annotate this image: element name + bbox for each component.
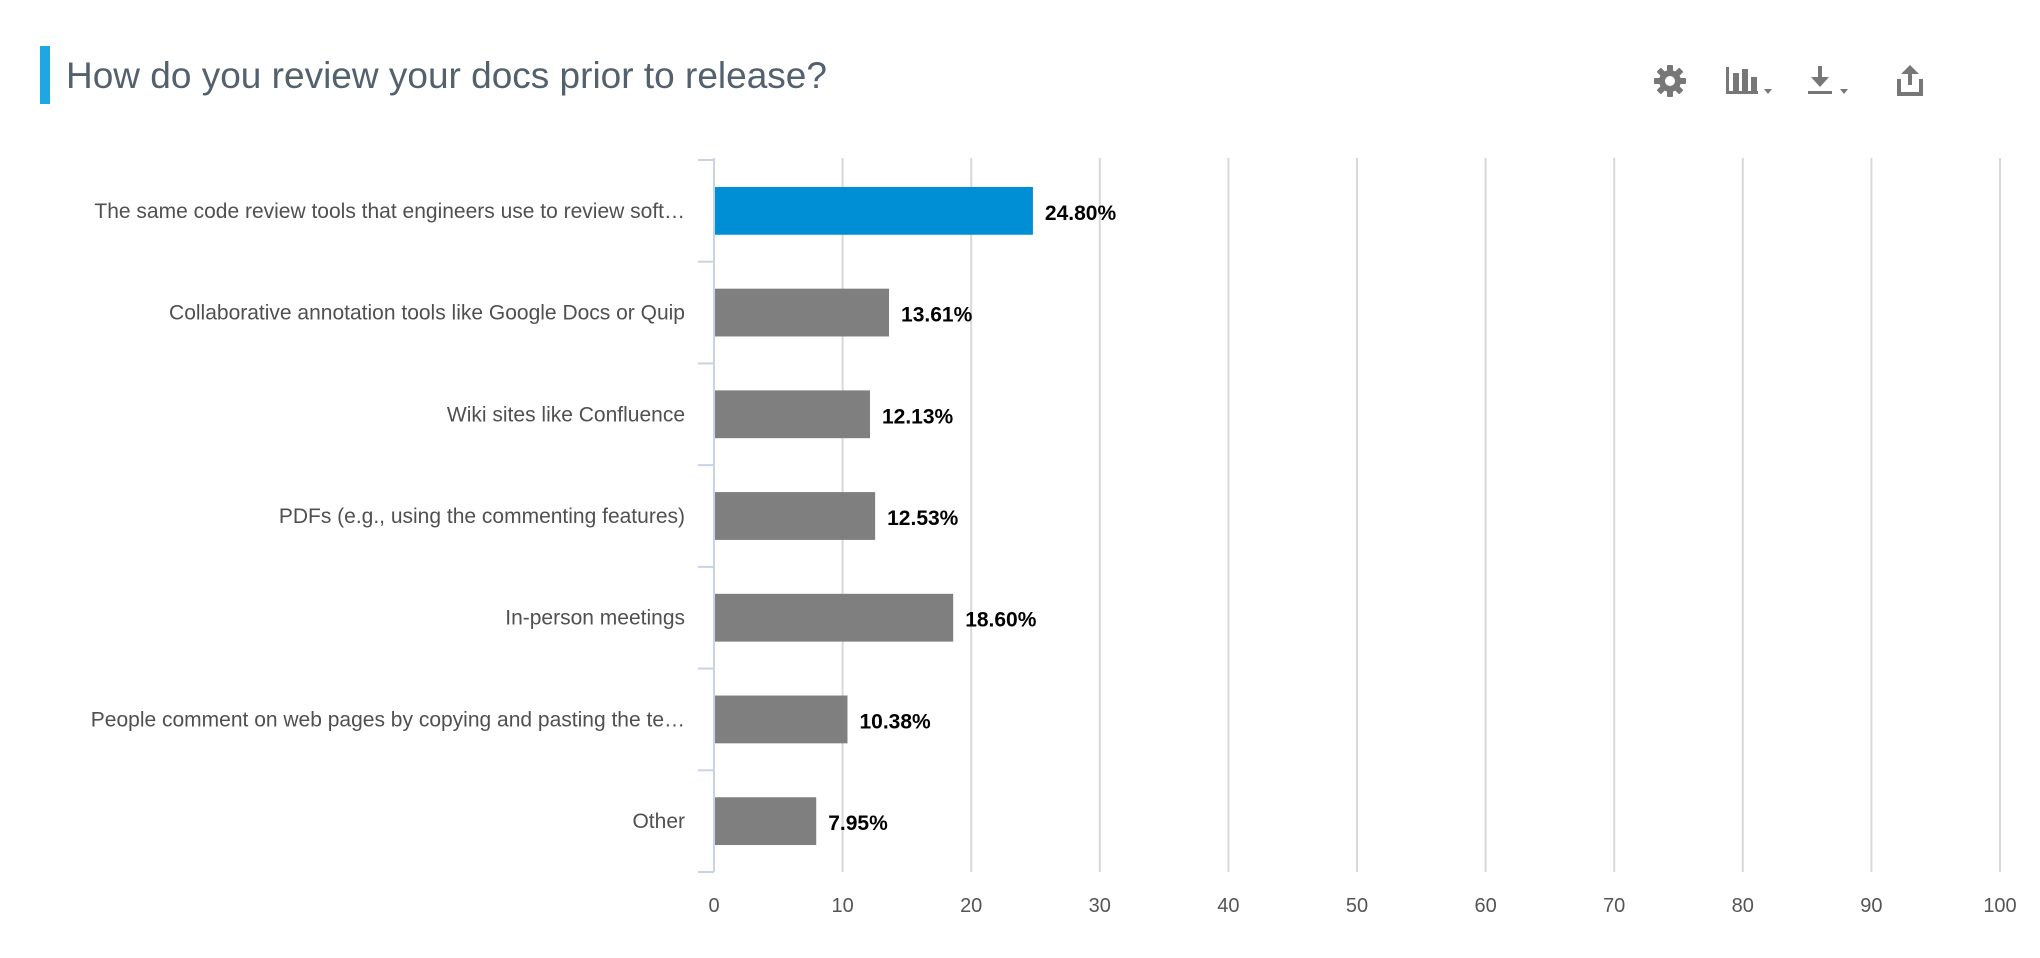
- category-label: Collaborative annotation tools like Goog…: [169, 302, 685, 325]
- chart-toolbar: [1640, 56, 2040, 106]
- x-tick-label: 0: [708, 895, 719, 917]
- share-button[interactable]: [1880, 56, 1940, 106]
- bar: [715, 797, 817, 846]
- data-label: 7.95%: [828, 812, 888, 835]
- bar: [715, 695, 848, 744]
- category-label: PDFs (e.g., using the commenting feature…: [279, 505, 685, 528]
- x-tick-label: 60: [1474, 895, 1496, 917]
- bar-chart: 0 10 20 30 40 50 60 70 80 90 100 The same code revi…: [91, 158, 2017, 917]
- settings-button[interactable]: [1640, 56, 1700, 106]
- category-label: The same code review tools that engineer…: [94, 200, 685, 223]
- category-label: In-person meetings: [505, 607, 685, 630]
- share-icon: [1897, 65, 1923, 96]
- data-label: 13.61%: [901, 304, 973, 327]
- bar: [715, 492, 876, 540]
- x-tick-label: 30: [1089, 895, 1111, 917]
- x-tick-label: 70: [1603, 895, 1625, 917]
- gear-icon: [1654, 65, 1686, 97]
- data-label: 18.60%: [965, 609, 1037, 632]
- x-tick-label: 20: [960, 895, 982, 917]
- data-label: 24.80%: [1045, 202, 1117, 225]
- page-title: How do you review your docs prior to rel…: [66, 55, 827, 96]
- x-tick-label: 50: [1346, 895, 1368, 917]
- category-label: People comment on web pages by copying a…: [91, 708, 685, 731]
- bar: [715, 593, 954, 642]
- title-accent-bar: [40, 46, 50, 104]
- x-tick-label: 10: [831, 895, 853, 917]
- chart-type-button[interactable]: [1720, 56, 1780, 106]
- x-tick-label: 100: [1983, 895, 2016, 917]
- category-label: Other: [632, 810, 685, 833]
- download-button[interactable]: [1800, 56, 1860, 106]
- x-tick-label: 80: [1732, 895, 1754, 917]
- data-label: 10.38%: [859, 710, 931, 733]
- bar: [715, 186, 1033, 235]
- x-tick-label: 40: [1217, 895, 1239, 917]
- download-icon: [1808, 66, 1848, 94]
- bar: [715, 288, 890, 337]
- data-label: 12.53%: [887, 507, 959, 530]
- data-label: 12.13%: [882, 405, 954, 428]
- bar-chart-icon: [1726, 67, 1772, 94]
- bar: [715, 390, 870, 439]
- x-tick-label: 90: [1860, 895, 1882, 917]
- category-label: Wiki sites like Confluence: [447, 403, 685, 426]
